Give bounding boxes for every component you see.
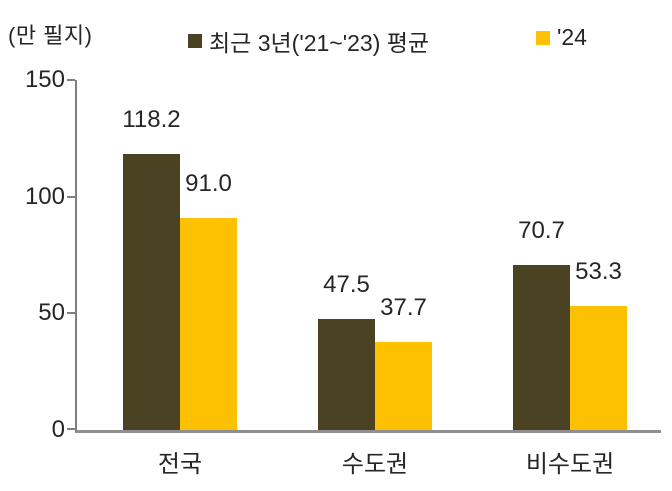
y-axis-tick (67, 312, 75, 315)
y-axis-tick-label: 150 (24, 66, 65, 93)
bar-value-label: 118.2 (122, 106, 181, 134)
y-axis-tick (67, 195, 75, 198)
bar-value-label: 70.7 (518, 217, 565, 245)
legend-swatch-recent-3yr-avg (188, 34, 202, 48)
legend-label-recent-3yr-avg: 최근 3년('21~'23) 평균 (209, 30, 430, 56)
x-category-label: 수도권 (341, 451, 409, 478)
y-axis-tick (67, 79, 75, 81)
plot-area: 0 50 100 150 118.2 47.5 70.7 91.0 37.7 53.3 전국 수도권 비… (25, 68, 661, 478)
y-axis-tick-label: 50 (38, 299, 65, 327)
x-category-label: 비수도권 (525, 451, 615, 478)
legend-swatch-2024 (536, 30, 550, 45)
legend-label-2024: '24 (557, 24, 587, 50)
bar (513, 265, 570, 430)
bar-value-label: 91.0 (185, 169, 232, 197)
bar (570, 305, 627, 430)
bar-value-label: 53.3 (575, 257, 622, 285)
bar (123, 154, 180, 430)
bar (180, 217, 237, 430)
legend-item-2024: '24 (536, 24, 587, 51)
bar-value-label: 47.5 (323, 271, 370, 299)
bar-value-label: 37.7 (380, 294, 427, 322)
bar (375, 342, 432, 430)
y-axis-tick (67, 428, 75, 430)
y-axis-tick-label: 0 (51, 416, 65, 443)
bar (318, 319, 375, 430)
x-category-label: 전국 (157, 451, 203, 478)
y-axis-tick-label: 100 (24, 182, 65, 210)
legend-item-recent-3yr-avg: 최근 3년('21~'23) 평균 (188, 24, 429, 58)
axis-unit-label: (만 필지) (8, 23, 93, 48)
